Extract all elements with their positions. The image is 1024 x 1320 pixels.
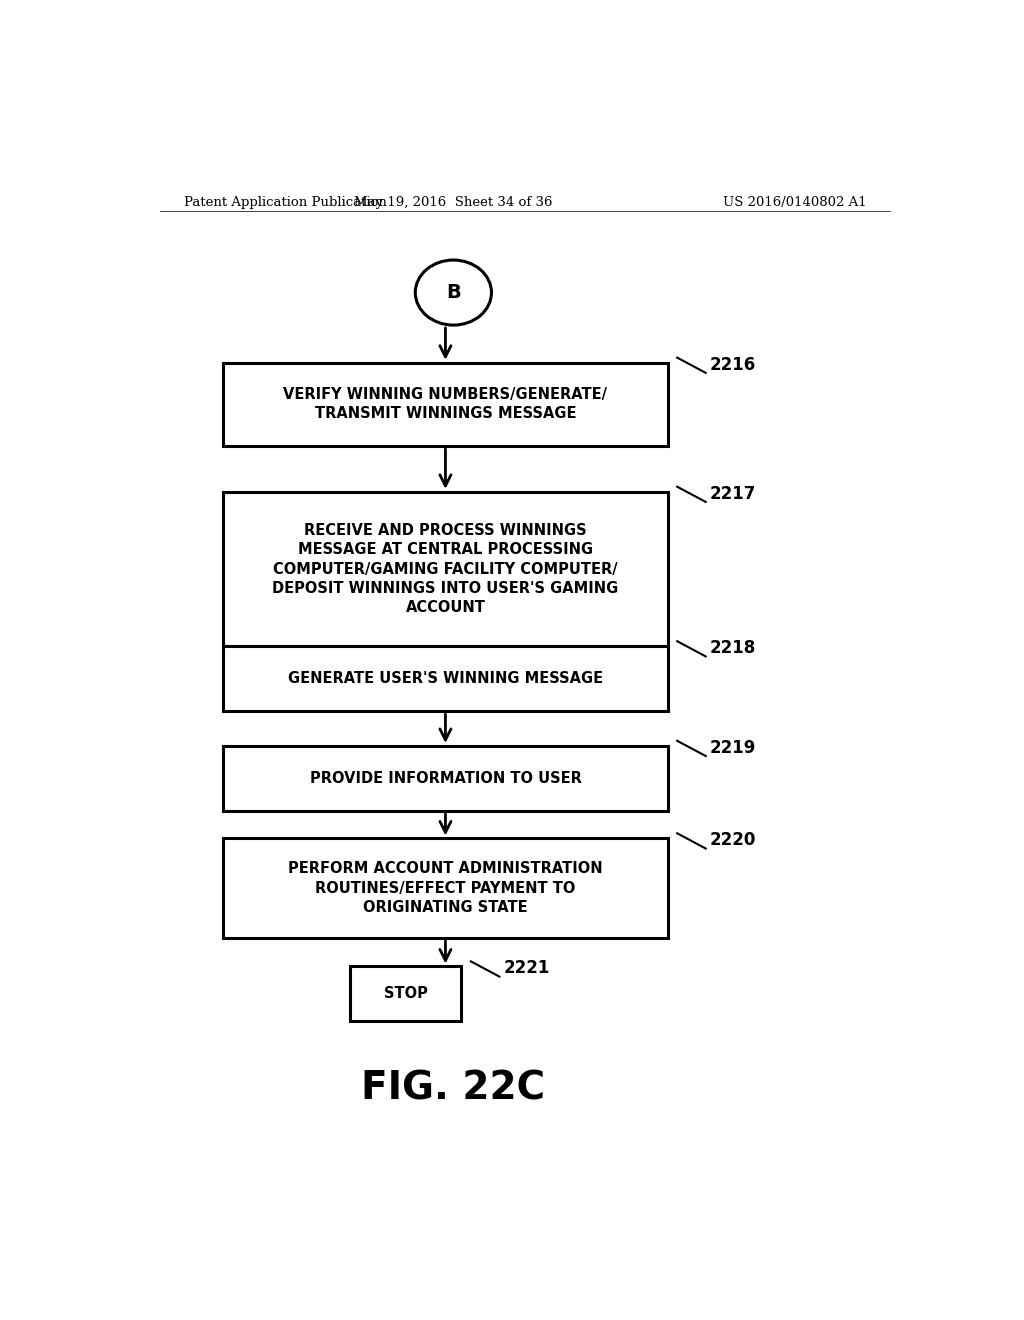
Text: VERIFY WINNING NUMBERS/GENERATE/
TRANSMIT WINNINGS MESSAGE: VERIFY WINNING NUMBERS/GENERATE/ TRANSMI…	[284, 387, 607, 421]
Text: 2216: 2216	[710, 355, 756, 374]
Text: PERFORM ACCOUNT ADMINISTRATION
ROUTINES/EFFECT PAYMENT TO
ORIGINATING STATE: PERFORM ACCOUNT ADMINISTRATION ROUTINES/…	[288, 862, 603, 915]
Text: 2219: 2219	[710, 739, 756, 756]
Text: 2220: 2220	[710, 832, 756, 849]
Text: 2221: 2221	[504, 960, 550, 978]
Text: B: B	[446, 282, 461, 302]
Text: US 2016/0140802 A1: US 2016/0140802 A1	[723, 195, 867, 209]
Text: Patent Application Publication: Patent Application Publication	[183, 195, 386, 209]
Text: PROVIDE INFORMATION TO USER: PROVIDE INFORMATION TO USER	[309, 771, 582, 785]
Text: 2217: 2217	[710, 484, 756, 503]
FancyBboxPatch shape	[223, 363, 668, 446]
Text: FIG. 22C: FIG. 22C	[361, 1069, 546, 1107]
FancyBboxPatch shape	[350, 966, 461, 1022]
FancyBboxPatch shape	[223, 746, 668, 810]
FancyBboxPatch shape	[223, 492, 668, 647]
Text: STOP: STOP	[384, 986, 428, 1002]
Text: RECEIVE AND PROCESS WINNINGS
MESSAGE AT CENTRAL PROCESSING
COMPUTER/GAMING FACIL: RECEIVE AND PROCESS WINNINGS MESSAGE AT …	[272, 523, 618, 615]
Text: GENERATE USER'S WINNING MESSAGE: GENERATE USER'S WINNING MESSAGE	[288, 672, 603, 686]
FancyBboxPatch shape	[223, 647, 668, 711]
Text: May 19, 2016  Sheet 34 of 36: May 19, 2016 Sheet 34 of 36	[354, 195, 553, 209]
FancyBboxPatch shape	[223, 838, 668, 939]
Text: 2218: 2218	[710, 639, 756, 657]
